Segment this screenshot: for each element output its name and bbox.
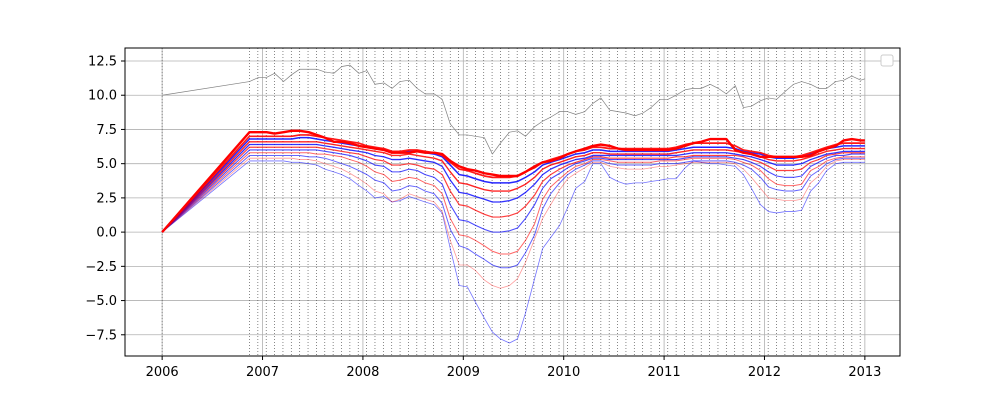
y-tick-label: −7.5 xyxy=(85,328,117,343)
series-line-8 xyxy=(161,141,865,233)
series-line-10 xyxy=(161,134,865,233)
x-axis: 2006 2007 2008 2009 2010 2011 2012 2013 xyxy=(146,356,881,380)
y-tick-label: 0.0 xyxy=(96,226,117,241)
y-tick-label: −5.0 xyxy=(85,294,117,309)
series-line-7 xyxy=(161,143,865,233)
series-line-11 xyxy=(161,129,865,233)
x-tick-label: 2006 xyxy=(146,365,179,380)
x-tick-label: 2010 xyxy=(547,365,580,380)
series-line-4 xyxy=(161,152,865,255)
series-line-6 xyxy=(161,146,865,233)
series-line-5 xyxy=(161,149,865,233)
monthly-vertical-lines xyxy=(161,48,861,356)
series-layer xyxy=(161,64,865,344)
legend-box xyxy=(880,54,894,67)
reference-series-line xyxy=(162,64,865,155)
x-tick-label: 2011 xyxy=(648,365,681,380)
plot-frame xyxy=(124,47,901,357)
x-tick-label: 2013 xyxy=(848,365,881,380)
y-axis: −7.5 −5.0 −2.5 0.0 2.5 5.0 7.5 10.0 12.5 xyxy=(85,55,125,343)
y-tick-label: 2.5 xyxy=(96,191,117,206)
y-tick-label: −2.5 xyxy=(85,260,117,275)
series-line-3 xyxy=(161,154,865,269)
x-tick-label: 2007 xyxy=(246,365,279,380)
y-tick-label: 12.5 xyxy=(88,55,117,70)
series-line-1 xyxy=(161,160,865,344)
x-tick-label: 2009 xyxy=(447,365,480,380)
y-tick-label: 5.0 xyxy=(96,157,117,172)
y-tick-label: 10.0 xyxy=(88,89,117,104)
x-tick-label: 2012 xyxy=(748,365,781,380)
series-line-2 xyxy=(161,157,865,289)
plot-area xyxy=(125,48,900,356)
y-tick-label: 7.5 xyxy=(96,123,117,138)
x-tick-label: 2008 xyxy=(346,365,379,380)
series-line-9 xyxy=(161,136,865,233)
legend xyxy=(880,54,894,67)
